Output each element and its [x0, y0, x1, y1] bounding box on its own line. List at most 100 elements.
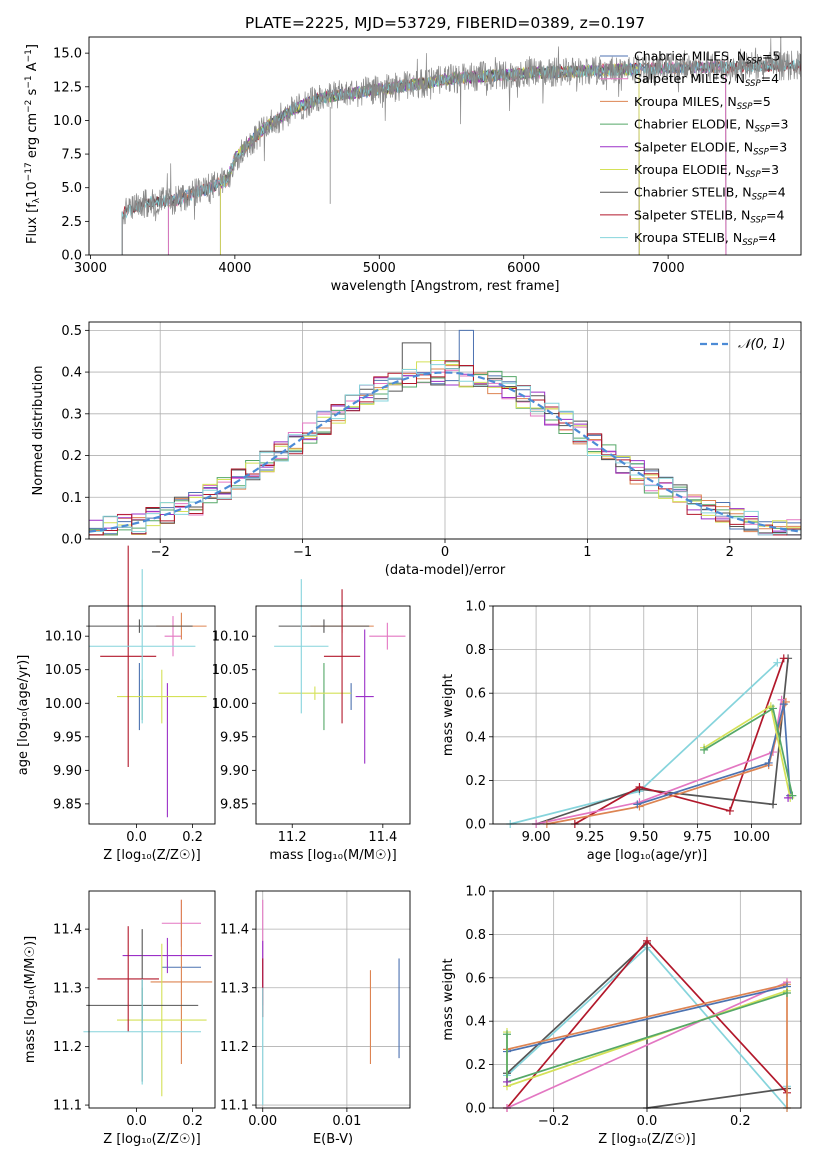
- y-tick-label: 0.4: [465, 1015, 486, 1030]
- spectrum-lines: [121, 37, 801, 255]
- x-tick-label: 6000: [507, 261, 540, 276]
- y-tick-label: 10.10: [212, 630, 249, 645]
- weight-line-chabrier_stelib: [506, 941, 788, 1109]
- spectrum-legend: Chabrier MILES, NSSP=5 Salpeter MILES, NS…: [600, 49, 789, 248]
- y-tick-label: 9.85: [220, 797, 249, 812]
- spectrum-model-kroupa_stelib: [121, 59, 801, 255]
- y-tick-label: 0.3: [61, 407, 82, 422]
- weight-line-salpeter_miles: [506, 981, 788, 1109]
- axes-frame: [88, 890, 216, 1109]
- spectrum-model-salpeter_stelib: [121, 59, 801, 255]
- y-axis-label: mass weight: [441, 958, 456, 1040]
- spectrum-model-salpeter_miles: [167, 59, 727, 255]
- x-tick-label: 0: [441, 545, 449, 560]
- age_vs_Z-panel: 0.0 0.2 9.85 9.90 9.95 10.00 10.05 10.10 Z [log₁…: [16, 545, 216, 863]
- legend-label-chabrier_stelib: Chabrier STELIB, NSSP=4: [634, 185, 786, 203]
- spectrum-model-salpeter_elodie: [219, 62, 640, 255]
- y-tick-label: 10.00: [45, 697, 82, 712]
- y-tick-label: 11.3: [53, 981, 82, 996]
- x-tick-label: 9.00: [522, 830, 551, 845]
- y-tick-label: 11.1: [53, 1099, 82, 1114]
- y-tick-label: 0.2: [465, 1058, 486, 1073]
- x-axis-label: Z [log₁₀(Z/Z☉)]: [103, 1132, 200, 1147]
- weight-marker-salpeter_stelib: [725, 806, 734, 815]
- y-tick-label: 0.2: [465, 774, 486, 789]
- y-tick-label: 10.05: [45, 663, 82, 678]
- y-tick-label: 0.8: [465, 928, 486, 943]
- spectrum-model-chabrier_miles: [167, 60, 727, 255]
- y-tick-label: 0.2: [61, 449, 82, 464]
- y-tick-label: 1.0: [465, 885, 486, 900]
- y-tick-label: 9.95: [220, 730, 249, 745]
- y-tick-label: 0.1: [61, 491, 82, 506]
- y-tick-label: 0.0: [465, 1102, 486, 1117]
- y-tick-label: 0.0: [465, 818, 486, 833]
- legend-label-salpeter_stelib: Salpeter STELIB, NSSP=4: [634, 207, 784, 225]
- x-tick-label: −1: [293, 545, 312, 560]
- weight-line-salpeter_miles: [535, 699, 783, 825]
- x-tick-label: 0.0: [637, 1114, 658, 1129]
- x-axis-label: Z [log₁₀(Z/Z☉)]: [103, 848, 200, 863]
- y-tick-label: 11.3: [220, 981, 249, 996]
- y-axis-label: Flux [fλ10−17 erg cm−2 s−1 A−1]: [24, 44, 42, 244]
- weight-marker-salpeter_stelib: [643, 936, 651, 945]
- mass_vs_ebv-panel: 0.00 0.01 11.1 11.2 11.3 11.4 E(B-V): [220, 890, 411, 1147]
- weight-marker-salpeter_miles: [777, 695, 786, 704]
- y-tick-label: 0.0: [61, 533, 82, 548]
- residual-histograms: [89, 329, 801, 536]
- legend-label-kroupa_stelib: Kroupa STELIB, NSSP=4: [634, 230, 776, 248]
- weight_vs_age-panel: 9.00 9.25 9.50 9.75 10.00 0.0 0.2 0.4 0.6 0.8 1.0 a…: [441, 600, 802, 863]
- spectrum-model-chabrier_stelib: [121, 59, 801, 255]
- axes-frame: [255, 605, 411, 825]
- y-tick-label: 12.5: [53, 80, 82, 95]
- y-tick-label: 11.4: [220, 923, 249, 938]
- x-tick-label: 3000: [74, 261, 107, 276]
- x-tick-label: 9.25: [575, 830, 604, 845]
- weight-marker-chabrier_elodie: [769, 704, 777, 713]
- weight-marker-salpeter_elodie: [503, 1077, 511, 1086]
- legend-label-gauss: 𝒩(0, 1): [738, 337, 785, 352]
- y-tick-label: 10.10: [45, 630, 82, 645]
- legend-label-kroupa_miles: Kroupa MILES, NSSP=5: [634, 94, 771, 112]
- x-tick-label: −2: [151, 545, 170, 560]
- legend-label-salpeter_miles: Salpeter MILES, NSSP=4: [634, 71, 779, 89]
- x-tick-label: 4000: [218, 261, 251, 276]
- y-tick-label: 5.0: [61, 181, 82, 196]
- weight-line-chabrier_miles: [506, 985, 788, 1053]
- y-tick-label: 0.6: [465, 971, 486, 986]
- x-tick-label: 0.2: [730, 1114, 751, 1129]
- x-tick-label: 9.75: [683, 830, 712, 845]
- y-tick-label: 0.4: [465, 730, 486, 745]
- y-tick-label: 11.1: [220, 1099, 249, 1114]
- y-tick-label: 0.6: [465, 687, 486, 702]
- y-tick-label: 9.85: [53, 797, 82, 812]
- axes-frame: [88, 36, 802, 256]
- weight-marker-chabrier_elodie: [788, 791, 797, 800]
- x-tick-label: 0.2: [182, 830, 203, 845]
- legend-label-chabrier_elodie: Chabrier ELODIE, NSSP=3: [634, 117, 789, 135]
- weight-marker-chabrier_miles: [779, 700, 788, 709]
- x-axis-label: wavelength [Angstrom, rest frame]: [331, 279, 560, 294]
- y-axis-label: mass [log₁₀(M/M☉)]: [23, 936, 38, 1063]
- x-axis-label: (data-model)/error: [385, 563, 506, 578]
- weight-marker-salpeter_stelib: [779, 654, 788, 663]
- spectrum-panel: 3000 4000 5000 6000 7000 0.0 2.5 5.0 7.5 10.0 12.5…: [24, 14, 802, 294]
- x-tick-label: 9.50: [629, 830, 658, 845]
- axes-frame: [492, 605, 802, 825]
- weight-line-salpeter_stelib: [574, 658, 785, 825]
- weight-marker-salpeter_stelib: [635, 782, 644, 791]
- x-tick-label: 10.00: [733, 830, 770, 845]
- x-axis-label: E(B-V): [313, 1132, 353, 1147]
- residual-hist-kroupa_stelib: [89, 364, 801, 536]
- weight-marker-chabrier_miles: [764, 758, 773, 767]
- weight-marker-chabrier_elodie: [783, 988, 791, 997]
- spectrum-model-kroupa_elodie: [219, 63, 640, 255]
- y-tick-label: 11.4: [53, 923, 82, 938]
- y-tick-label: 0.8: [465, 643, 486, 658]
- x-axis-label: Z [log₁₀(Z/Z☉)]: [598, 1132, 695, 1147]
- weight-marker-chabrier_stelib: [769, 800, 777, 809]
- y-tick-label: 11.2: [220, 1040, 249, 1055]
- x-tick-label: 0.01: [332, 1114, 361, 1129]
- y-axis-label: age [log₁₀(age/yr)]: [16, 655, 31, 776]
- x-tick-label: 5000: [363, 261, 396, 276]
